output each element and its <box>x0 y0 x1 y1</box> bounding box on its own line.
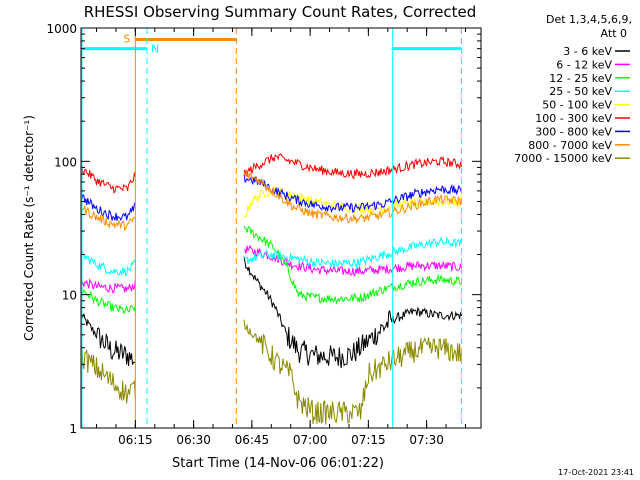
legend-label: 800 - 7000 keV <box>528 139 612 152</box>
footer-timestamp: 17-Oct-2021 23:41 <box>558 468 634 477</box>
x-tick-label: 06:45 <box>235 433 270 447</box>
x-tick-label: 07:15 <box>351 433 386 447</box>
legend-header: Det 1,3,4,5,6,9, Att 0 <box>546 13 632 40</box>
series-line-800-7000-kev <box>80 205 136 232</box>
y-tick-label: 1 <box>69 422 77 436</box>
plot-frame <box>80 27 482 429</box>
chart-title: RHESSI Observing Summary Count Rates, Co… <box>84 3 477 21</box>
legend-label: 25 - 50 keV <box>549 85 612 98</box>
y-axis: 1 10 100 1000 <box>46 22 481 436</box>
legend-detectors: Det 1,3,4,5,6,9, <box>546 13 632 26</box>
y-tick-label: 100 <box>54 155 77 169</box>
series-line-300-800-kev <box>243 173 463 213</box>
series-line-100-300-kev <box>80 165 136 194</box>
annotation-layer: SN <box>81 28 463 428</box>
series-line-300-800-kev <box>80 194 136 222</box>
x-axis-label: Start Time (14-Nov-06 06:01:22) <box>172 456 384 471</box>
legend-label: 50 - 100 keV <box>542 99 612 112</box>
series-line-12-25-kev <box>80 287 136 315</box>
series-line-3-6-kev <box>243 256 463 369</box>
series-line-25-50-kev <box>80 250 136 277</box>
series-line-3-6-kev <box>80 312 136 366</box>
x-tick-label: 06:30 <box>176 433 211 447</box>
series-line-7000-15000-kev <box>80 346 136 404</box>
legend-attenuator: Att 0 <box>601 27 627 40</box>
legend-label: 3 - 6 keV <box>563 45 612 58</box>
x-tick-label: 07:30 <box>409 433 444 447</box>
series-line-6-12-kev <box>80 278 136 294</box>
y-tick-label: 10 <box>62 289 77 303</box>
saa-label: S <box>123 33 130 46</box>
series-line-25-50-kev <box>243 235 462 270</box>
legend-label: 100 - 300 keV <box>535 112 612 125</box>
y-axis-label: Corrected Count Rate (s⁻¹ detector⁻¹) <box>22 115 36 341</box>
series-layer <box>80 153 463 425</box>
night-label: N <box>151 43 159 56</box>
legend-label: 7000 - 15000 keV <box>514 152 612 165</box>
legend-label: 12 - 25 keV <box>549 72 612 85</box>
series-line-7000-15000-kev <box>243 319 463 425</box>
legend-label: 6 - 12 keV <box>556 58 612 71</box>
legend-label: 300 - 800 keV <box>535 125 612 138</box>
series-line-6-12-kev <box>244 244 463 278</box>
x-tick-label: 07:00 <box>293 433 328 447</box>
x-axis: 06:15 06:30 06:45 07:00 07:15 07:30 <box>96 28 466 447</box>
x-tick-label: 06:15 <box>118 433 153 447</box>
series-line-100-300-kev <box>243 153 463 180</box>
y-tick-label: 1000 <box>46 22 77 36</box>
series-line-800-7000-kev <box>243 171 463 224</box>
